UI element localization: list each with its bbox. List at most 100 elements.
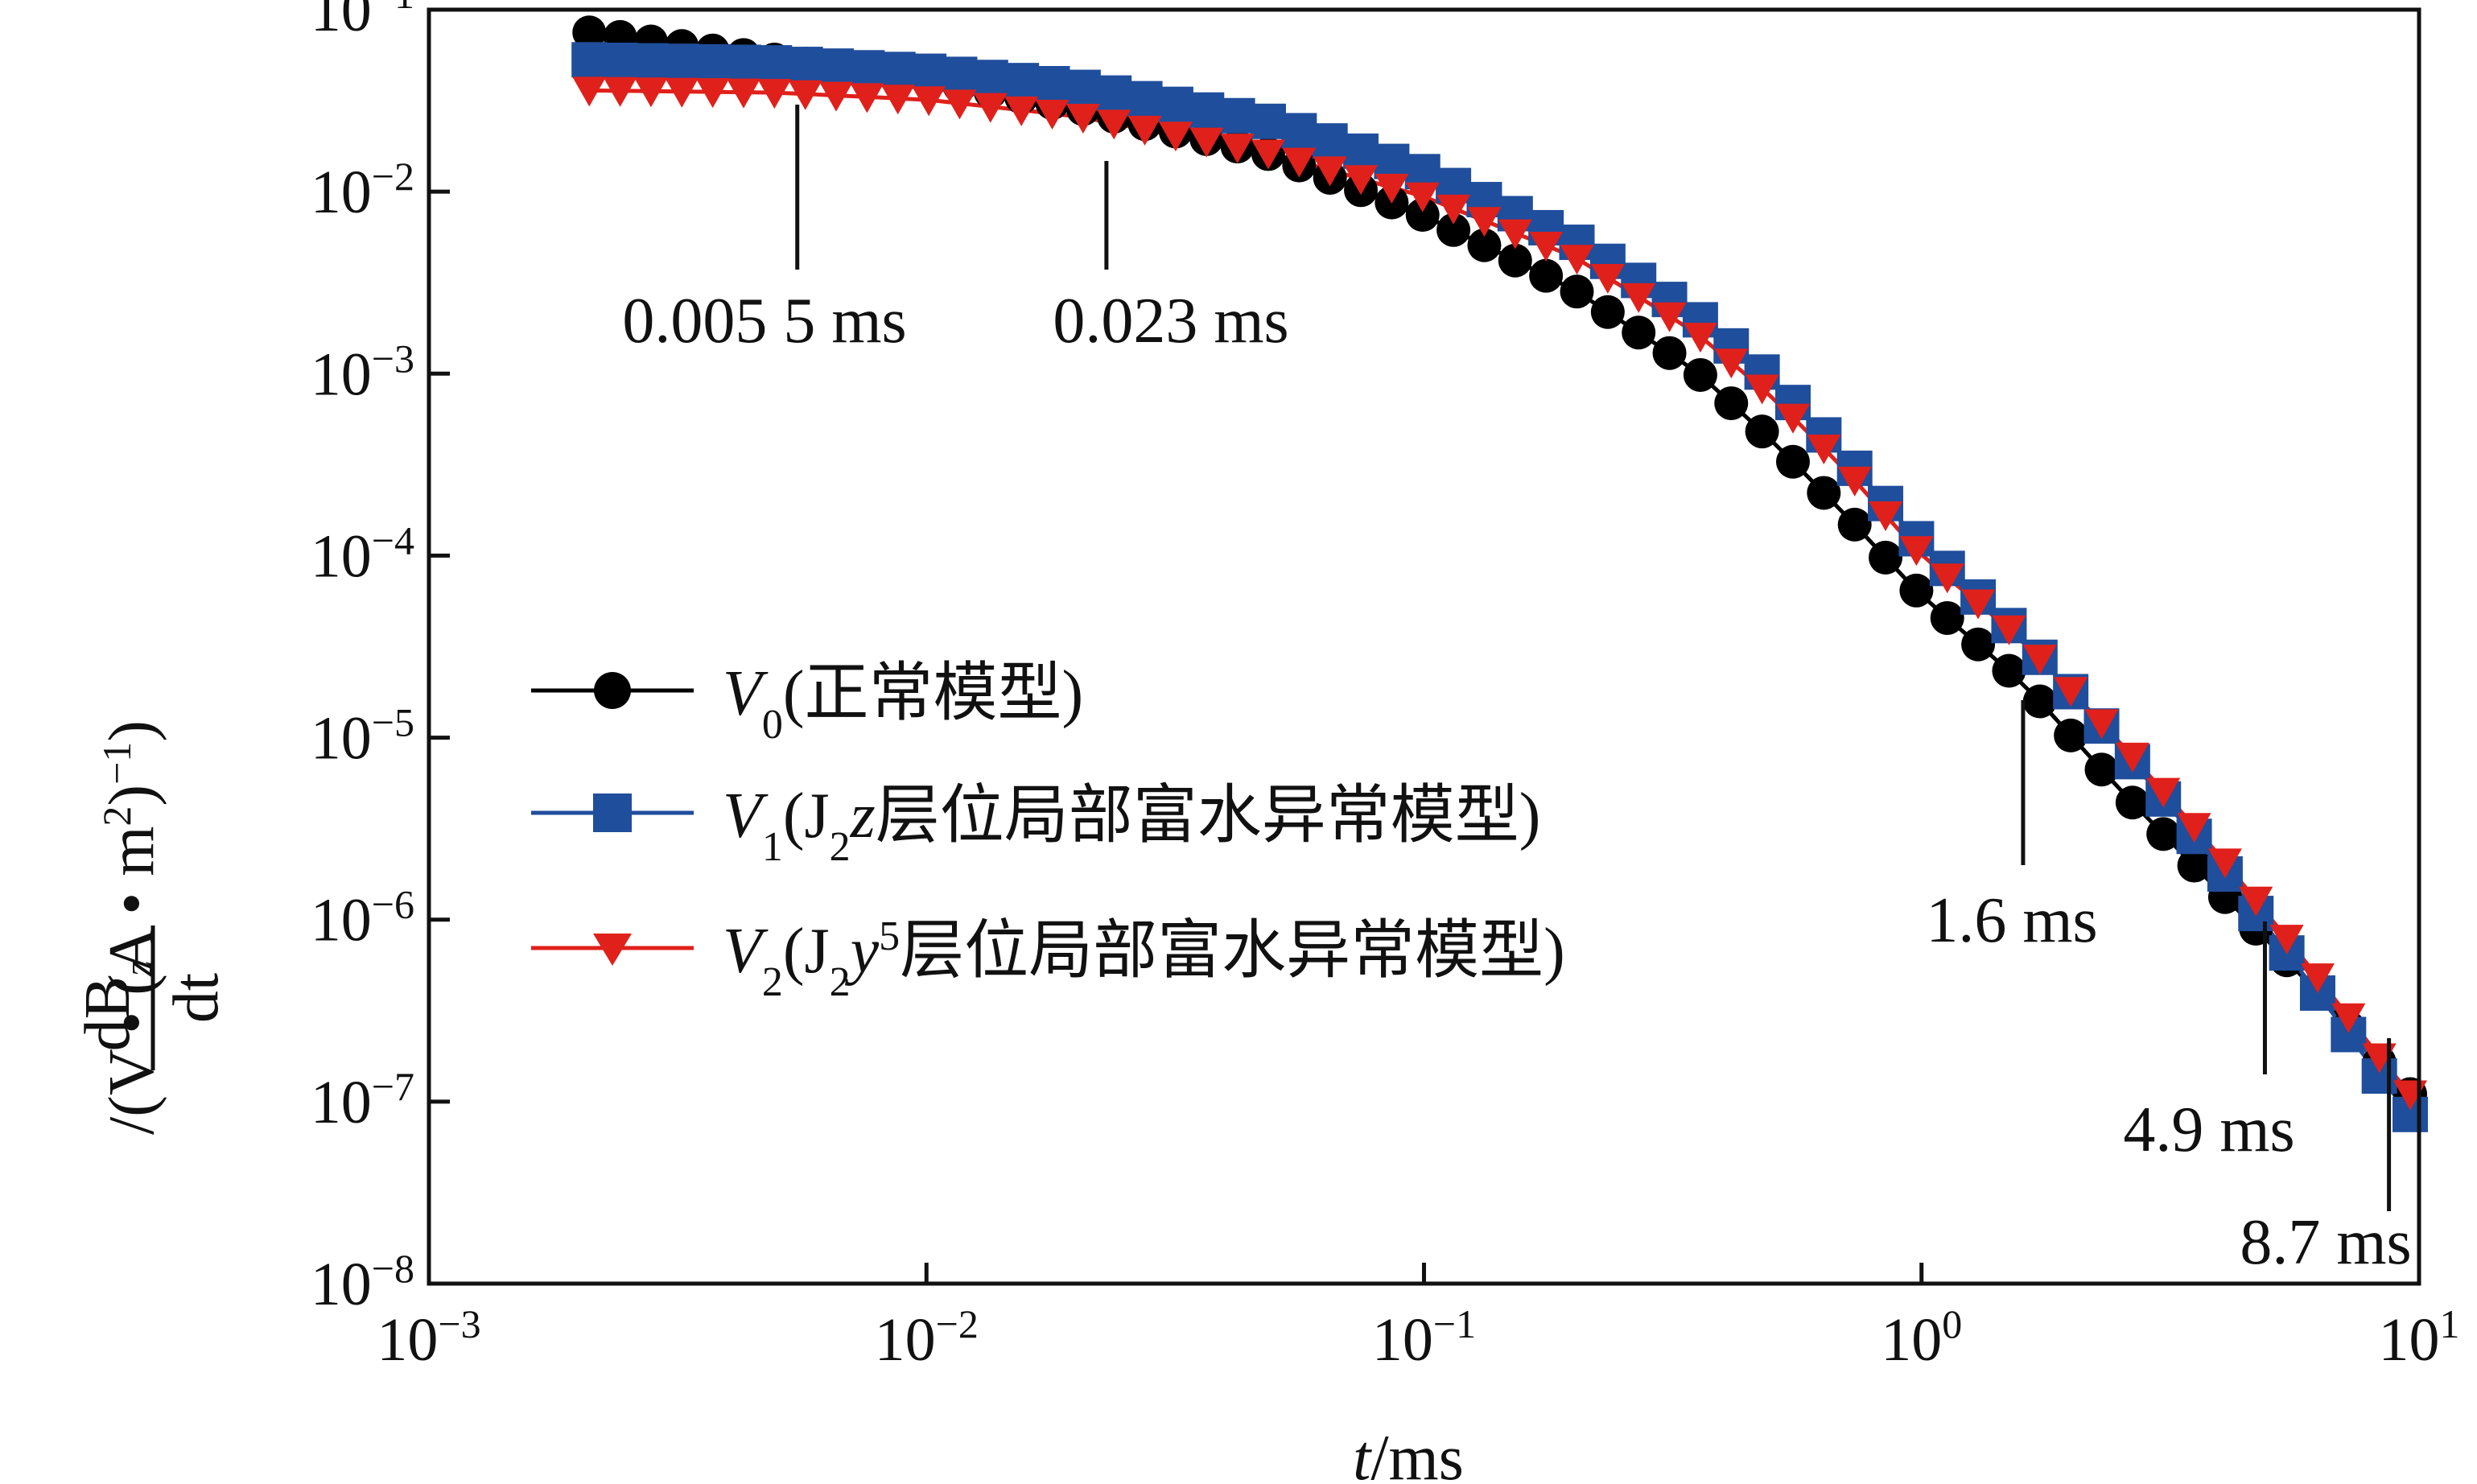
point-v2 [1714,348,1749,379]
point-v2 [1097,109,1131,140]
axis-ticks: 10−3 10−2 10−1 100 101 10−1 10−2 10−3 10−4 10−5 10… [311,0,2460,1374]
point-v1 [725,44,761,80]
point-v1 [849,50,885,86]
point-v2 [912,86,946,117]
point-v1 [571,42,608,78]
point-v2 [1775,403,1810,434]
y-tick-label: 10−1 [311,0,414,44]
y-axis-unit: /(V • (A • m2)−1) [94,720,167,1135]
point-v2 [1807,434,1841,464]
point-v2 [1344,165,1379,196]
point-v1 [911,53,947,89]
y-axis-denominator: dt [161,973,232,1023]
point-v1 [942,56,978,93]
point-v2 [1158,122,1193,152]
point-v2 [942,89,977,120]
point-v2 [695,78,730,109]
point-v0 [1930,600,1964,635]
point-v2 [2269,925,2304,955]
y-axis-numerator: dBz [72,961,160,1052]
point-v0 [1992,653,2026,688]
y-tick-label: 10−2 [311,154,414,226]
annotation-label: 8.7 ms [2240,1207,2411,1278]
point-v2 [1622,282,1656,313]
point-v2 [973,93,1008,123]
point-v1 [818,48,855,85]
y-tick-label: 10−8 [311,1246,414,1318]
point-v2 [2331,1003,2366,1033]
point-v2 [880,85,915,115]
point-v1 [1281,113,1317,149]
point-v2 [1560,245,1594,275]
legend: V0(正常模型) V1(J2z层位局部富水异常模型) V2(J2y5层位局部富水… [531,658,1565,1005]
point-v2 [1405,182,1440,212]
series-markers [571,15,2429,1132]
point-v1 [880,52,916,88]
annotation-label: 1.6 ms [1926,885,2097,956]
point-v2 [2239,886,2273,917]
point-v2 [2084,709,2119,740]
x-tick-label: 101 [2379,1301,2460,1374]
point-v1 [1219,97,1255,134]
point-v0 [1652,336,1687,370]
point-v2 [1745,374,1779,405]
point-v0 [1745,414,1779,449]
point-v2 [726,78,760,109]
point-v2 [1251,139,1285,170]
x-tick-label: 10−3 [377,1301,480,1374]
point-v2 [1035,100,1070,130]
point-v1 [1250,103,1286,139]
point-v2 [2207,848,2242,879]
legend-label-v0: V0(正常模型) [723,658,1083,748]
point-v0 [2115,785,2149,820]
point-v0 [1405,198,1440,233]
point-v0 [1899,573,1934,608]
point-v2 [2300,963,2335,994]
legend-label-v1: V1(J2z层位局部富水异常模型) [723,781,1540,870]
annotations: 0.005 5 ms 0.023 ms 1.6 ms 4.9 ms 8.7 ms [622,105,2412,1278]
point-v2 [1436,194,1471,225]
point-v0 [1529,258,1564,293]
legend-marker-v2 [593,934,632,966]
point-v1 [1065,69,1101,105]
point-v1 [602,42,638,78]
point-v0 [1714,386,1749,421]
point-v2 [572,76,607,107]
point-v2 [1992,615,2026,645]
point-v0 [2022,684,2057,719]
point-v0 [1807,476,1841,510]
legend-label-v2: V2(J2y5层位局部富水异常模型) [723,913,1565,1005]
point-v2 [1127,115,1162,146]
point-v2 [1065,103,1100,134]
point-v1 [972,60,1008,96]
point-v2 [1282,147,1317,178]
point-v2 [603,76,637,107]
point-v0 [1869,540,1903,575]
y-axis-fraction: dBz dt [72,925,232,1070]
point-v2 [1930,563,1964,594]
point-v1 [1034,66,1070,102]
point-v2 [1004,96,1039,126]
point-v2 [1498,219,1532,249]
point-v0 [1498,243,1532,278]
point-v0 [2054,718,2088,752]
point-v2 [1961,589,1996,620]
point-v2 [850,83,884,113]
y-tick-label: 10−6 [311,882,414,954]
point-v0 [1622,315,1656,350]
point-v2 [1313,156,1347,187]
point-v2 [2022,645,2057,675]
point-v2 [1529,231,1564,262]
point-v2 [633,77,668,108]
point-v2 [1837,466,1872,497]
point-v1 [1312,123,1348,159]
point-v0 [2177,848,2211,883]
point-v2 [757,79,792,109]
point-v0 [1961,627,1996,662]
point-v2 [1467,207,1502,237]
point-v0 [1683,357,1717,392]
point-v1 [1189,92,1225,128]
legend-marker-v1 [593,794,632,832]
point-v1 [787,47,823,83]
y-axis-title: /(V • (A • m2)−1) [94,720,167,1135]
